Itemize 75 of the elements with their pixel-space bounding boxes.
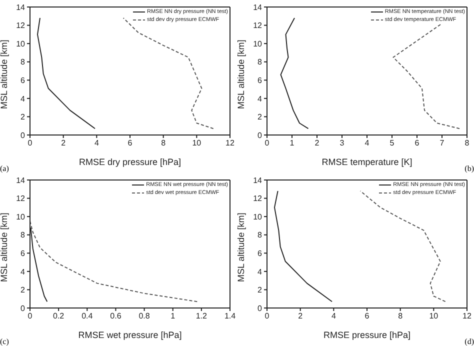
x-tick-label: 4: [331, 312, 336, 321]
x-tick-label: 12: [226, 138, 235, 148]
y-tick-label: 10: [16, 212, 26, 222]
y-tick-label: 14: [16, 2, 26, 12]
x-axis-title: RMSE wet pressure [hPa]: [78, 330, 182, 340]
y-tick-label: 12: [253, 21, 263, 30]
x-tick-label: 10: [429, 312, 439, 321]
text: (c): [0, 337, 9, 346]
y-tick-label: 14: [253, 176, 263, 185]
y-tick-label: 0: [20, 130, 26, 140]
y-tick-label: 10: [253, 39, 263, 48]
y-tick-label: 14: [253, 2, 263, 12]
y-axis-title: MSL altitude [km]: [0, 40, 10, 109]
x-tick-label: 6: [414, 138, 420, 148]
y-tick-label: 12: [16, 194, 26, 204]
x-axis-title: RMSE pressure [hPa]: [323, 330, 411, 340]
x-axis-title: RMSE temperature [K]: [322, 157, 412, 167]
y-tick-label: 0: [258, 130, 263, 140]
y-tick-label: 14: [16, 176, 26, 185]
x-tick-label: 3: [340, 138, 345, 148]
x-tick-label: 1.4: [224, 312, 236, 321]
y-tick-label: 4: [20, 94, 26, 104]
x-tick-label: 2: [298, 312, 304, 321]
x-tick-label: 2: [61, 138, 66, 148]
x-tick-label: 1.2: [196, 312, 208, 321]
y-tick-label: 0: [258, 304, 263, 313]
y-tick-label: 10: [16, 39, 26, 48]
x-tick-label: 8: [464, 138, 470, 148]
x-tick-label: 0: [28, 138, 33, 148]
y-tick-label: 6: [258, 248, 263, 258]
y-axis-title: MSL altitude [km]: [236, 212, 246, 282]
x-tick-label: 0: [28, 312, 33, 321]
y-tick-label: 6: [20, 248, 26, 258]
x-tick-label: 6: [364, 312, 370, 321]
y-tick-label: 12: [16, 21, 26, 30]
y-tick-label: 4: [258, 94, 263, 104]
x-tick-label: 4: [364, 138, 370, 148]
x-tick-label: 4: [94, 138, 100, 148]
y-tick-label: 2: [20, 286, 26, 295]
text: (b): [464, 164, 474, 173]
x-tick-label: 0.6: [110, 312, 122, 321]
y-tick-label: 4: [20, 267, 26, 276]
x-tick-label: 0.8: [138, 312, 150, 321]
x-tick-label: 0: [264, 138, 270, 148]
y-axis-title: MSL altitude [km]: [0, 212, 10, 282]
text: (d): [464, 337, 474, 346]
y-tick-label: 6: [258, 76, 263, 85]
x-tick-label: 0.4: [82, 312, 94, 321]
y-tick-label: 2: [20, 112, 26, 122]
y-tick-label: 10: [253, 212, 263, 222]
x-tick-label: 0: [264, 312, 270, 321]
y-tick-label: 8: [20, 58, 26, 67]
x-tick-label: 10: [192, 138, 202, 148]
x-tick-label: 7: [440, 138, 445, 148]
x-tick-label: 6: [128, 138, 133, 148]
y-tick-label: 6: [20, 76, 26, 85]
y-tick-label: 12: [253, 194, 263, 204]
y-tick-label: 8: [20, 230, 26, 240]
y-tick-label: 4: [258, 267, 263, 276]
x-axis-title: RMSE dry pressure [hPa]: [78, 157, 182, 167]
x-tick-label: 2: [314, 138, 320, 148]
y-tick-label: 8: [258, 230, 263, 240]
y-tick-label: 8: [258, 58, 263, 67]
x-tick-label: 0.2: [53, 312, 65, 321]
y-tick-label: 2: [258, 112, 263, 122]
text: (a): [0, 164, 9, 173]
x-tick-label: 8: [161, 138, 166, 148]
x-tick-label: 5: [390, 138, 395, 148]
y-tick-label: 2: [258, 286, 263, 295]
y-axis-title: MSL altitude [km]: [236, 40, 246, 109]
y-tick-label: 0: [20, 304, 26, 313]
x-tick-label: 1: [290, 138, 295, 148]
x-tick-label: 1: [170, 312, 176, 321]
x-tick-label: 8: [398, 312, 404, 321]
x-tick-label: 12: [462, 312, 472, 321]
